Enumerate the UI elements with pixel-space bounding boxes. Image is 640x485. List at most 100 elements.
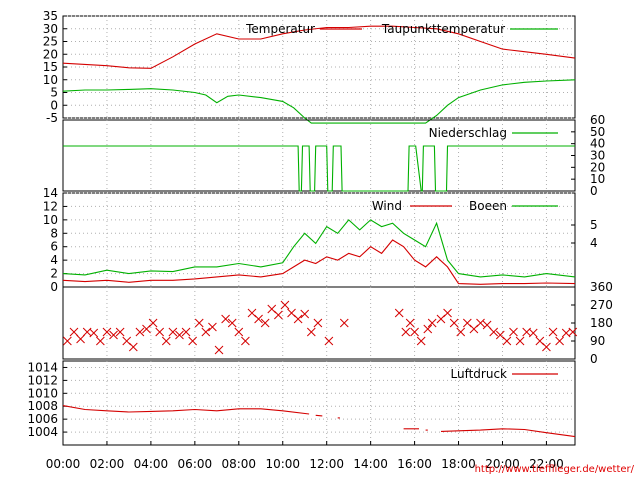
series-line [62, 79, 576, 124]
x-tick-label: 14:00 [353, 457, 388, 471]
y-tick-label: 12 [43, 199, 58, 213]
data-point [155, 327, 165, 337]
y-tick-label: 1010 [27, 386, 58, 400]
y-tick-label: 20 [43, 47, 58, 61]
y-tick-label: 0 [50, 98, 58, 112]
series-line [62, 405, 310, 415]
data-point [306, 327, 316, 337]
y-tick-label: -5 [46, 111, 58, 125]
y-tick-label-right: 90 [590, 334, 605, 348]
y-tick-label: 30 [43, 22, 58, 36]
data-point [168, 327, 178, 337]
data-point [482, 320, 492, 330]
legend-label: Niederschlag [429, 126, 507, 140]
data-point [76, 334, 85, 344]
source-url[interactable]: http://www.tiefflieger.de/wetter/ [474, 464, 634, 475]
data-point [221, 314, 230, 324]
data-point [175, 330, 184, 340]
y-tick-label-right: 30 [590, 149, 605, 163]
series-line [315, 414, 323, 417]
y-tick-label: 1004 [27, 425, 58, 439]
data-point [555, 336, 564, 346]
y-tick-label: 10 [43, 73, 58, 87]
y-tick-label: 5 [50, 86, 58, 100]
x-tick-label: 00:00 [46, 457, 81, 471]
y-tick-label: 10 [43, 213, 58, 227]
data-point [148, 318, 158, 328]
data-point [489, 327, 499, 337]
data-point [300, 309, 310, 319]
data-point [394, 308, 404, 318]
data-point [63, 336, 72, 346]
data-point [502, 336, 512, 346]
data-point [449, 318, 459, 328]
data-point [568, 327, 578, 337]
data-point [410, 327, 419, 337]
y-tick-label: 15 [43, 60, 58, 74]
y-tick-label-right: 60 [590, 113, 605, 127]
data-point [515, 336, 525, 346]
panel-temp [62, 15, 576, 124]
data-point [324, 336, 334, 346]
data-point [405, 318, 415, 328]
data-point [548, 327, 558, 337]
data-point [313, 318, 323, 328]
panel-pressure [62, 360, 576, 446]
y-tick-label: 1006 [27, 412, 58, 426]
y-tick-label-right: 10 [590, 172, 605, 186]
data-point [115, 327, 125, 337]
y-tick-label: 1012 [27, 373, 58, 387]
x-tick-label: 02:00 [90, 457, 125, 471]
series-line [62, 239, 576, 285]
data-point [423, 324, 433, 334]
data-point [161, 336, 171, 346]
x-tick-label: 10:00 [265, 457, 300, 471]
data-point [416, 336, 426, 346]
data-point [241, 336, 250, 346]
data-point [456, 327, 466, 337]
y-tick-label: 1014 [27, 360, 58, 374]
data-point [188, 336, 198, 346]
data-point [201, 327, 211, 337]
series-line [440, 428, 576, 438]
data-point [254, 314, 263, 324]
x-tick-label: 18:00 [441, 457, 476, 471]
data-point [339, 318, 349, 328]
panel-frame [62, 286, 576, 360]
x-tick-label: 12:00 [309, 457, 344, 471]
data-point [509, 327, 518, 337]
y-tick-label: 4 [50, 253, 58, 267]
data-point [260, 318, 270, 328]
y-tick-label: 0 [50, 280, 58, 294]
y-tick-label-right: 0 [590, 352, 598, 366]
y-tick-label: 2 [50, 267, 58, 281]
data-point [227, 318, 237, 328]
y-tick-label-right: 270 [590, 298, 613, 312]
y-tick-label-right: 20 [590, 160, 605, 174]
y-tick-label: 8 [50, 226, 58, 240]
data-point [135, 327, 145, 337]
x-tick-label: 06:00 [178, 457, 213, 471]
data-point [214, 345, 224, 355]
legend-label: Taupunkttemperatur [381, 22, 505, 36]
legend-label: Boeen [469, 199, 507, 213]
data-point [234, 327, 244, 337]
y-tick-label-right: 180 [590, 316, 613, 330]
y-tick-label-right: 5 [590, 218, 598, 232]
series-line [63, 145, 575, 192]
x-tick-label: 08:00 [221, 457, 256, 471]
data-point [109, 330, 118, 340]
data-point [427, 318, 437, 328]
legend-label: Luftdruck [450, 367, 507, 381]
panel-frame [62, 360, 576, 446]
y-tick-label-right: 4 [590, 236, 598, 250]
data-point [89, 328, 99, 338]
data-point [194, 318, 204, 328]
y-tick-label: 6 [50, 240, 58, 254]
data-point [401, 327, 411, 337]
data-point [476, 318, 485, 328]
data-point [102, 327, 112, 337]
legend-label: Temperatur [245, 22, 315, 36]
